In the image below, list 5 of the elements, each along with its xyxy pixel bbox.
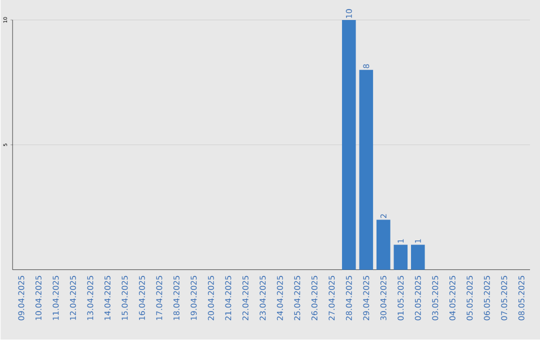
bar	[376, 220, 390, 270]
bar	[411, 244, 425, 270]
bar	[342, 20, 356, 270]
bar	[394, 244, 408, 270]
bar	[359, 70, 374, 270]
